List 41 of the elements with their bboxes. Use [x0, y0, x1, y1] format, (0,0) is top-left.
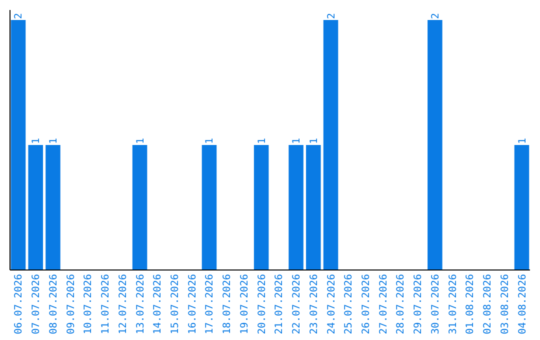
data-label: 1	[31, 138, 42, 144]
x-tick-label: 21.07.2026	[274, 274, 286, 334]
x-tick-label: 16.07.2026	[187, 274, 198, 334]
x-tick-label: 27.07.2026	[378, 274, 390, 334]
x-tick-label: 29.07.2026	[413, 274, 424, 334]
x-tick-label: 02.08.2026	[482, 274, 494, 334]
data-label: 2	[430, 12, 442, 19]
x-tick-label: 09.07.2026	[66, 274, 77, 334]
x-tick-label: 17.07.2026	[204, 274, 216, 334]
x-tick-label: 10.07.2026	[83, 274, 94, 334]
x-tick-label: 15.07.2026	[170, 274, 182, 334]
x-tick-label: 03.08.2026	[500, 274, 511, 334]
x-tick-label: 25.07.2026	[344, 274, 355, 334]
x-tick-label: 18.07.2026	[222, 274, 234, 334]
data-label: 2	[14, 12, 25, 19]
data-label: 2	[326, 12, 338, 19]
x-tick-label: 30.07.2026	[430, 274, 442, 334]
x-tick-label: 19.07.2026	[239, 274, 250, 334]
x-tick-label: 22.07.2026	[292, 274, 303, 334]
data-label: 1	[256, 138, 268, 144]
x-tick-label: 08.07.2026	[48, 274, 60, 334]
x-tick-label: 20.07.2026	[256, 274, 268, 334]
x-tick-label: 04.08.2026	[517, 274, 528, 334]
data-label: 1	[204, 138, 216, 144]
x-tick-label: 28.07.2026	[396, 274, 407, 334]
x-tick-label: 14.07.2026	[152, 274, 164, 334]
x-tick-label: 24.07.2026	[326, 274, 338, 334]
data-label: 1	[48, 138, 60, 144]
x-tick-label: 06.07.2026	[14, 274, 25, 334]
data-label: 1	[135, 138, 146, 144]
x-tick-label: 23.07.2026	[308, 274, 320, 334]
x-tick-label: 13.07.2026	[135, 274, 146, 334]
x-tick-label: 26.07.2026	[360, 274, 372, 334]
x-tick-label: 31.07.2026	[448, 274, 459, 334]
x-tick-label: 12.07.2026	[118, 274, 129, 334]
data-label: 1	[292, 138, 303, 144]
x-tick-label: 11.07.2026	[100, 274, 112, 334]
x-tick-label: 07.07.2026	[31, 274, 42, 334]
data-label: 1	[517, 138, 528, 144]
x-tick-label: 01.08.2026	[465, 274, 476, 334]
data-label: 1	[308, 138, 320, 144]
